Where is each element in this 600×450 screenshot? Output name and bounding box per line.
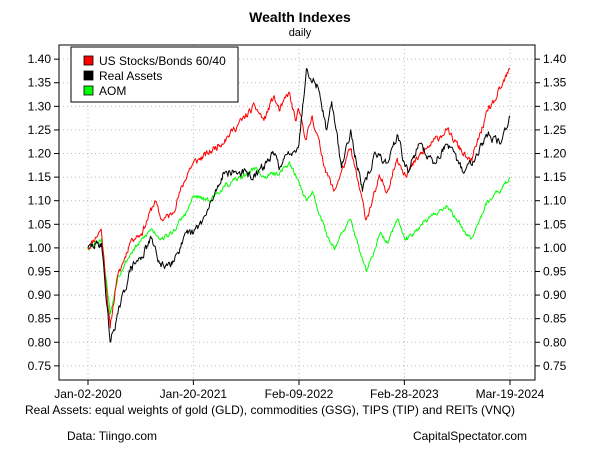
x-tick-label: Feb-28-2023: [370, 387, 439, 401]
y-tick-label-right: 1.30: [543, 99, 567, 113]
y-tick-label-right: 0.85: [543, 312, 567, 326]
chart-title: Wealth Indexes: [249, 9, 351, 25]
source-note: Data: Tiingo.com: [67, 429, 157, 443]
y-tick-label-right: 0.80: [543, 335, 567, 349]
y-tick-label-right: 1.10: [543, 194, 567, 208]
y-tick-label-right: 0.90: [543, 288, 567, 302]
credit-note: CapitalSpectator.com: [413, 429, 527, 443]
y-tick-label-right: 1.20: [543, 147, 567, 161]
plot-frame: [58, 44, 536, 381]
legend-swatch-real-assets: [83, 70, 94, 81]
legend-swatch-aom: [83, 85, 94, 96]
y-tick-label-right: 1.05: [543, 217, 567, 231]
y-tick-label-left: 0.95: [28, 264, 52, 278]
y-tick-label-right: 1.00: [543, 241, 567, 255]
series-line-real-assets: [87, 68, 511, 343]
x-tick-label: Feb-09-2022: [265, 387, 334, 401]
y-tick-label-left: 1.40: [28, 52, 52, 66]
y-tick-label-right: 1.40: [543, 52, 567, 66]
y-tick-label-left: 1.10: [28, 194, 52, 208]
legend-label-aom: AOM: [99, 84, 126, 98]
y-tick-label-left: 1.20: [28, 147, 52, 161]
y-axis-right: 0.75 0.80 0.85 0.90 0.95 1.00 1.05 1.10 1.15 1.20…: [535, 52, 567, 373]
y-tick-label-left: 1.15: [28, 170, 52, 184]
y-axis-left: 0.75 0.80 0.85 0.90 0.95 1.00 1.05 1.10 1.15 1.20…: [28, 52, 59, 373]
legend-box: [70, 46, 239, 103]
x-tick-label: Jan-20-2021: [160, 387, 228, 401]
y-tick-label-left: 1.35: [28, 76, 52, 90]
y-tick-label-left: 0.85: [28, 312, 52, 326]
y-tick-label-right: 0.95: [543, 264, 567, 278]
y-tick-label-left: 1.05: [28, 217, 52, 231]
y-tick-label-left: 1.30: [28, 99, 52, 113]
legend-label-real-assets: Real Assets: [99, 69, 162, 83]
x-tick-label: Jan-02-2020: [54, 387, 122, 401]
chart-subtitle: daily: [289, 27, 312, 39]
legend-swatch-6040: [83, 55, 94, 66]
series-line-us-stocks-bonds-60-40: [87, 68, 511, 329]
footnote-real-assets: Real Assets: equal weights of gold (GLD)…: [25, 403, 515, 417]
y-tick-label-left: 1.00: [28, 241, 52, 255]
y-tick-label-right: 1.25: [543, 123, 567, 137]
x-axis: Jan-02-2020 Jan-20-2021 Feb-09-2022 Feb-28-…: [54, 380, 545, 401]
series-lines: [87, 68, 511, 343]
y-tick-label-right: 1.15: [543, 170, 567, 184]
legend-label-6040: US Stocks/Bonds 60/40: [99, 54, 226, 68]
y-tick-label-right: 0.75: [543, 359, 567, 373]
y-tick-label-left: 1.25: [28, 123, 52, 137]
x-tick-label: Mar-19-2024: [476, 387, 545, 401]
y-tick-label-left: 0.90: [28, 288, 52, 302]
y-tick-label-left: 0.80: [28, 335, 52, 349]
y-tick-label-left: 0.75: [28, 359, 52, 373]
legend: US Stocks/Bonds 60/40 Real Assets AOM: [70, 46, 239, 103]
y-tick-label-right: 1.35: [543, 76, 567, 90]
series-line-aom: [87, 161, 511, 315]
